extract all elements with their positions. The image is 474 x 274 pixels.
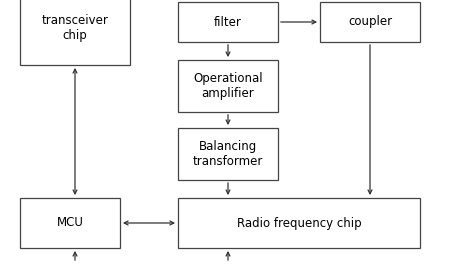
Bar [178, 2, 278, 42]
Bar [178, 128, 278, 180]
Bar [20, 198, 120, 248]
Bar [20, 0, 130, 65]
Text: Radio frequency chip: Radio frequency chip [237, 216, 361, 230]
Bar [178, 60, 278, 112]
Text: transceiver
chip: transceiver chip [42, 13, 109, 41]
Text: MCU: MCU [56, 216, 83, 230]
Text: Operational
amplifier: Operational amplifier [193, 72, 263, 100]
Text: Balancing
transformer: Balancing transformer [193, 140, 263, 168]
Bar [320, 2, 420, 42]
Bar [178, 198, 420, 248]
Text: filter: filter [214, 16, 242, 28]
Text: coupler: coupler [348, 16, 392, 28]
